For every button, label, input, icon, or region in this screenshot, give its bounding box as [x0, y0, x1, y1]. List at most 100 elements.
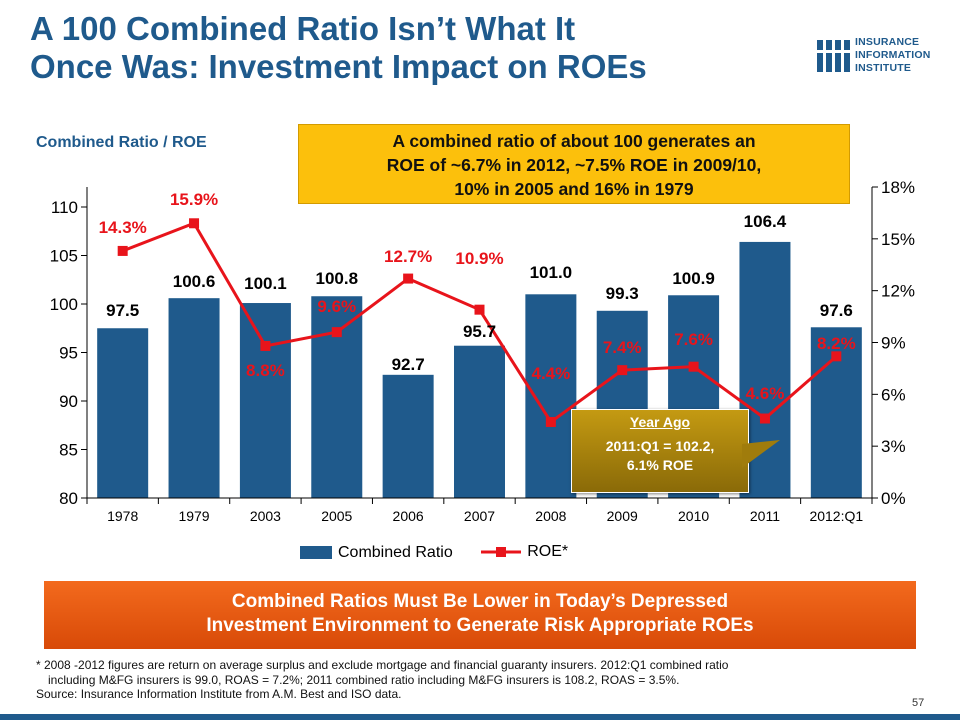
x-tick-label: 2006 — [393, 508, 424, 524]
bar-2006 — [382, 374, 434, 498]
y-right-tick-label: 9% — [881, 334, 906, 353]
y-left-tick-label: 80 — [59, 489, 78, 508]
x-tick-label: 2008 — [535, 508, 566, 524]
footnote-line-2: including M&FG insurers is 99.0, ROAS = … — [48, 672, 680, 687]
roe-value-label: 8.2% — [817, 334, 856, 353]
y-right-tick-label: 3% — [881, 437, 906, 456]
roe-value-label: 12.7% — [384, 247, 432, 266]
x-tick-label: 2010 — [678, 508, 709, 524]
year-ago-callout: Year Ago 2011:Q1 = 102.2, 6.1% ROE — [571, 409, 749, 493]
roe-value-label: 10.9% — [455, 249, 503, 268]
x-tick-label: 1979 — [178, 508, 209, 524]
bar-value-label: 99.3 — [606, 284, 639, 303]
roe-value-label: 14.3% — [99, 218, 147, 237]
x-tick-label: 1978 — [107, 508, 138, 524]
roe-marker-2008 — [545, 416, 556, 427]
y-left-tick-label: 85 — [59, 441, 78, 460]
roe-marker-2006 — [403, 273, 414, 284]
legend-line-swatch — [481, 547, 522, 557]
page-number: 57 — [912, 697, 925, 709]
logo-line-3: INSTITUTE — [855, 62, 912, 74]
iii-logo: INSURANCE INFORMATION INSTITUTE — [815, 36, 950, 80]
x-tick-label: 2005 — [321, 508, 352, 524]
banner-line-2: Investment Environment to Generate Risk … — [206, 615, 754, 636]
x-tick-label: 2009 — [607, 508, 638, 524]
y-left-tick-label: 110 — [51, 198, 78, 217]
roe-marker-1978 — [117, 245, 128, 256]
roe-value-label: 7.4% — [603, 338, 642, 357]
roe-value-label: 7.6% — [674, 330, 713, 349]
y-right-tick-label: 18% — [881, 178, 915, 197]
roe-value-label: 15.9% — [170, 190, 218, 209]
x-tick-label: 2007 — [464, 508, 495, 524]
bar-value-label: 101.0 — [530, 263, 573, 282]
x-tick-label: 2011 — [750, 508, 780, 524]
y-left-tick-label: 90 — [59, 392, 78, 411]
bar-value-label: 100.8 — [315, 269, 358, 288]
y-left-tick-label: 105 — [50, 247, 78, 266]
bar-value-label: 92.7 — [392, 355, 425, 374]
y-left-tick-label: 95 — [59, 344, 78, 363]
x-tick-label: 2003 — [250, 508, 281, 524]
bar-2003 — [239, 303, 291, 498]
banner-line-1: Combined Ratios Must Be Lower in Today’s… — [231, 591, 729, 612]
roe-marker-2009 — [617, 365, 628, 376]
callout-line-1: A combined ratio of about 100 generates … — [392, 131, 756, 151]
roe-value-label: 4.4% — [531, 364, 570, 383]
year-ago-line-2: 6.1% ROE — [626, 457, 694, 473]
bar-value-label: 95.7 — [463, 322, 496, 341]
year-ago-pointer — [742, 440, 780, 468]
bar-value-label: 97.5 — [106, 301, 139, 320]
iii-logo-icon — [815, 40, 852, 72]
logo-line-2: INFORMATION — [855, 49, 931, 61]
y-right-tick-label: 0% — [881, 489, 906, 508]
bottom-bar — [0, 714, 960, 720]
footnote-line-1: * 2008 -2012 figures are return on avera… — [36, 658, 729, 672]
logo-text: INSURANCE INFORMATION INSTITUTE — [855, 36, 931, 75]
roe-marker-2010 — [688, 361, 699, 372]
conclusion-banner: Combined Ratios Must Be Lower in Today’s… — [44, 581, 916, 649]
roe-value-label: 9.6% — [317, 297, 356, 316]
chart-subtitle: Combined Ratio / ROE — [36, 134, 207, 151]
y-right-tick-label: 6% — [881, 385, 906, 404]
bar-1978 — [97, 328, 149, 498]
year-ago-body: 2011:Q1 = 102.2, 6.1% ROE — [572, 437, 748, 475]
legend-roe: ROE* — [481, 543, 568, 561]
page-title: A 100 Combined Ratio Isn’t What It Once … — [30, 10, 800, 86]
chart-legend: Combined Ratio ROE* — [300, 543, 592, 565]
roe-value-label: 4.6% — [746, 384, 785, 403]
logo-line-1: INSURANCE — [855, 36, 920, 48]
x-tick-label: 2012:Q1 — [809, 508, 863, 524]
callout-line-2: ROE of ~6.7% in 2012, ~7.5% ROE in 2009/… — [386, 155, 762, 175]
title-line-1: A 100 Combined Ratio Isn’t What It — [30, 10, 576, 47]
legend-combined-ratio: Combined Ratio — [300, 544, 453, 562]
bar-value-label: 100.9 — [672, 269, 715, 288]
y-right-tick-label: 12% — [881, 282, 915, 301]
roe-marker-2012:Q1 — [831, 351, 842, 362]
roe-marker-2007 — [474, 304, 485, 315]
bar-value-label: 106.4 — [744, 212, 787, 231]
legend-bar-swatch — [300, 546, 332, 559]
roe-marker-2003 — [260, 340, 271, 351]
callout-line-3: 10% in 2005 and 16% in 1979 — [454, 179, 694, 199]
bar-value-label: 100.1 — [244, 274, 287, 293]
bar-value-label: 97.6 — [820, 301, 853, 320]
bar-1979 — [168, 298, 220, 498]
roe-marker-2005 — [331, 327, 342, 338]
year-ago-line-1: 2011:Q1 = 102.2, — [605, 438, 715, 454]
bar-value-label: 100.6 — [173, 272, 216, 291]
roe-marker-2011 — [759, 413, 770, 424]
legend-label-combined-ratio: Combined Ratio — [338, 543, 453, 561]
roe-value-label: 8.8% — [246, 361, 285, 380]
bar-2005 — [311, 296, 363, 498]
legend-label-roe: ROE* — [527, 543, 569, 560]
footnote: * 2008 -2012 figures are return on avera… — [36, 658, 916, 702]
bar-2007 — [454, 345, 505, 498]
year-ago-heading: Year Ago — [629, 414, 691, 430]
title-line-2: Once Was: Investment Impact on ROEs — [30, 48, 647, 85]
y-right-tick-label: 15% — [881, 230, 915, 249]
callout-box: A combined ratio of about 100 generates … — [298, 124, 850, 204]
footnote-source: Source: Insurance Information Institute … — [36, 687, 402, 701]
y-left-tick-label: 100 — [50, 295, 78, 314]
